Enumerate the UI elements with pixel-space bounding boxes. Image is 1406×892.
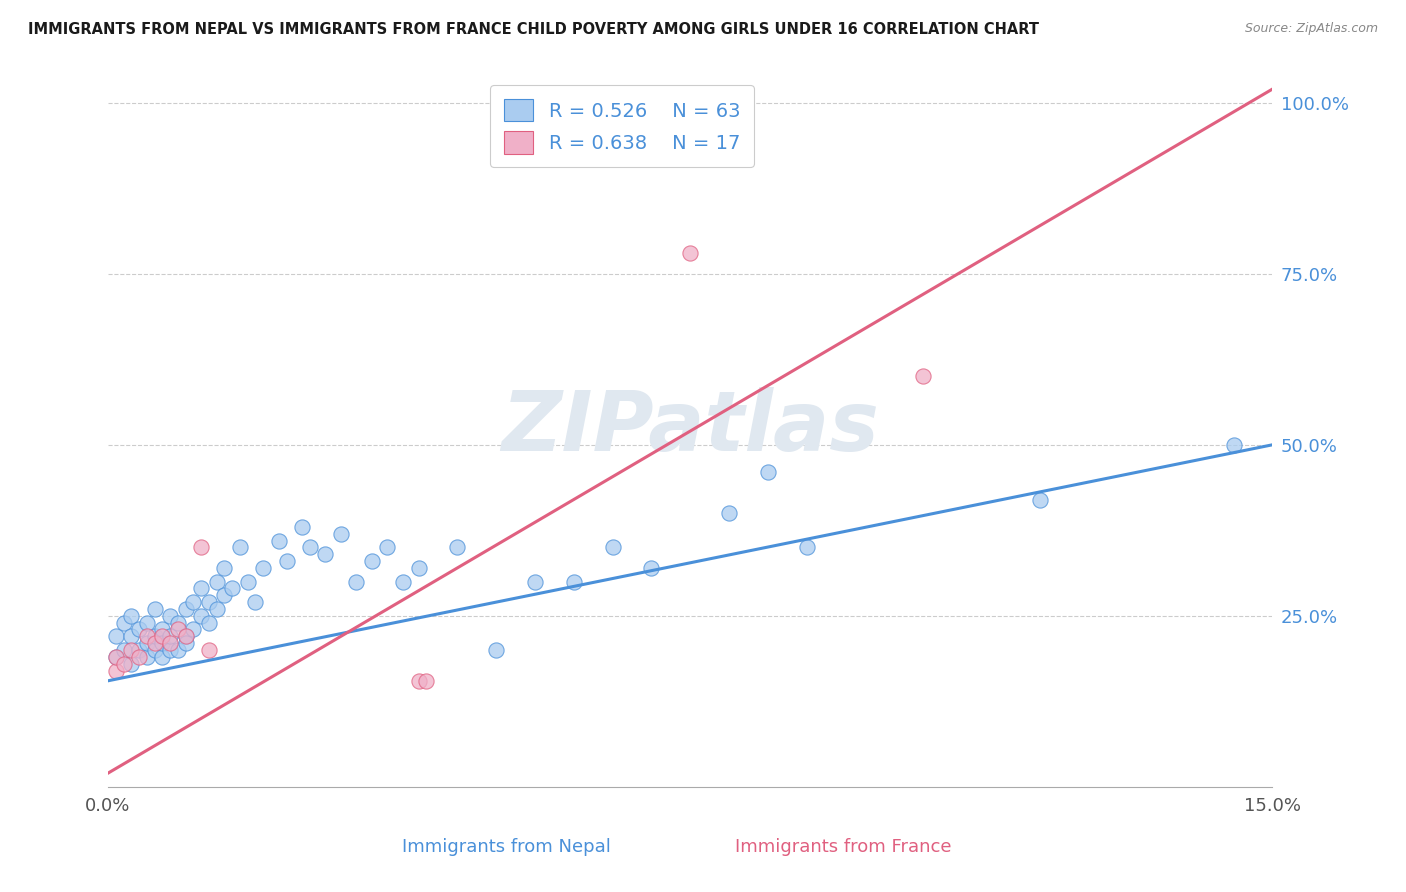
Point	[205, 574, 228, 589]
Point	[159, 608, 181, 623]
Point	[128, 623, 150, 637]
Legend: R = 0.526    N = 63, R = 0.638    N = 17: R = 0.526 N = 63, R = 0.638 N = 17	[491, 86, 754, 168]
Point	[276, 554, 298, 568]
Point	[166, 623, 188, 637]
Point	[150, 623, 173, 637]
Point	[112, 615, 135, 630]
Point	[120, 643, 142, 657]
Point	[221, 582, 243, 596]
Point	[183, 595, 205, 609]
Point	[112, 643, 135, 657]
Point	[174, 629, 197, 643]
Point	[190, 582, 212, 596]
Point	[361, 554, 384, 568]
Point	[159, 629, 181, 643]
Point	[314, 547, 336, 561]
Text: Source: ZipAtlas.com: Source: ZipAtlas.com	[1244, 22, 1378, 36]
Point	[166, 643, 188, 657]
Point	[120, 629, 142, 643]
Text: Immigrants from France: Immigrants from France	[735, 838, 952, 856]
Point	[143, 629, 166, 643]
Point	[236, 574, 259, 589]
Point	[602, 541, 624, 555]
Point	[214, 588, 236, 602]
Point	[174, 602, 197, 616]
Point	[446, 541, 468, 555]
Point	[229, 541, 252, 555]
Point	[190, 541, 212, 555]
Point	[143, 636, 166, 650]
Point	[135, 636, 157, 650]
Point	[198, 615, 221, 630]
Point	[159, 636, 181, 650]
Point	[120, 657, 142, 671]
Point	[159, 643, 181, 657]
Point	[150, 636, 173, 650]
Point	[485, 643, 508, 657]
Point	[298, 541, 321, 555]
Point	[104, 649, 127, 664]
Text: ZIPatlas: ZIPatlas	[502, 387, 879, 468]
Point	[252, 561, 274, 575]
Point	[245, 595, 267, 609]
Point	[679, 246, 702, 260]
Point	[205, 602, 228, 616]
Point	[143, 643, 166, 657]
Point	[198, 595, 221, 609]
Point	[415, 673, 437, 688]
Point	[640, 561, 662, 575]
Point	[756, 465, 779, 479]
Point	[377, 541, 399, 555]
Point	[718, 506, 741, 520]
Point	[291, 520, 314, 534]
Point	[112, 657, 135, 671]
Point	[174, 629, 197, 643]
Point	[174, 636, 197, 650]
Point	[1222, 438, 1244, 452]
Point	[183, 623, 205, 637]
Text: IMMIGRANTS FROM NEPAL VS IMMIGRANTS FROM FRANCE CHILD POVERTY AMONG GIRLS UNDER : IMMIGRANTS FROM NEPAL VS IMMIGRANTS FROM…	[28, 22, 1039, 37]
Point	[198, 643, 221, 657]
Point	[104, 649, 127, 664]
Point	[190, 608, 212, 623]
Point	[267, 533, 290, 548]
Text: Immigrants from Nepal: Immigrants from Nepal	[402, 838, 610, 856]
Point	[1028, 492, 1050, 507]
Point	[796, 541, 818, 555]
Point	[128, 649, 150, 664]
Point	[912, 369, 935, 384]
Point	[120, 608, 142, 623]
Point	[523, 574, 546, 589]
Point	[392, 574, 415, 589]
Point	[150, 649, 173, 664]
Point	[135, 615, 157, 630]
Point	[562, 574, 585, 589]
Point	[135, 629, 157, 643]
Point	[104, 664, 127, 678]
Point	[143, 602, 166, 616]
Point	[344, 574, 367, 589]
Point	[128, 643, 150, 657]
Point	[329, 526, 352, 541]
Point	[104, 629, 127, 643]
Point	[150, 629, 173, 643]
Point	[166, 615, 188, 630]
Point	[135, 649, 157, 664]
Point	[214, 561, 236, 575]
Point	[408, 673, 430, 688]
Point	[408, 561, 430, 575]
